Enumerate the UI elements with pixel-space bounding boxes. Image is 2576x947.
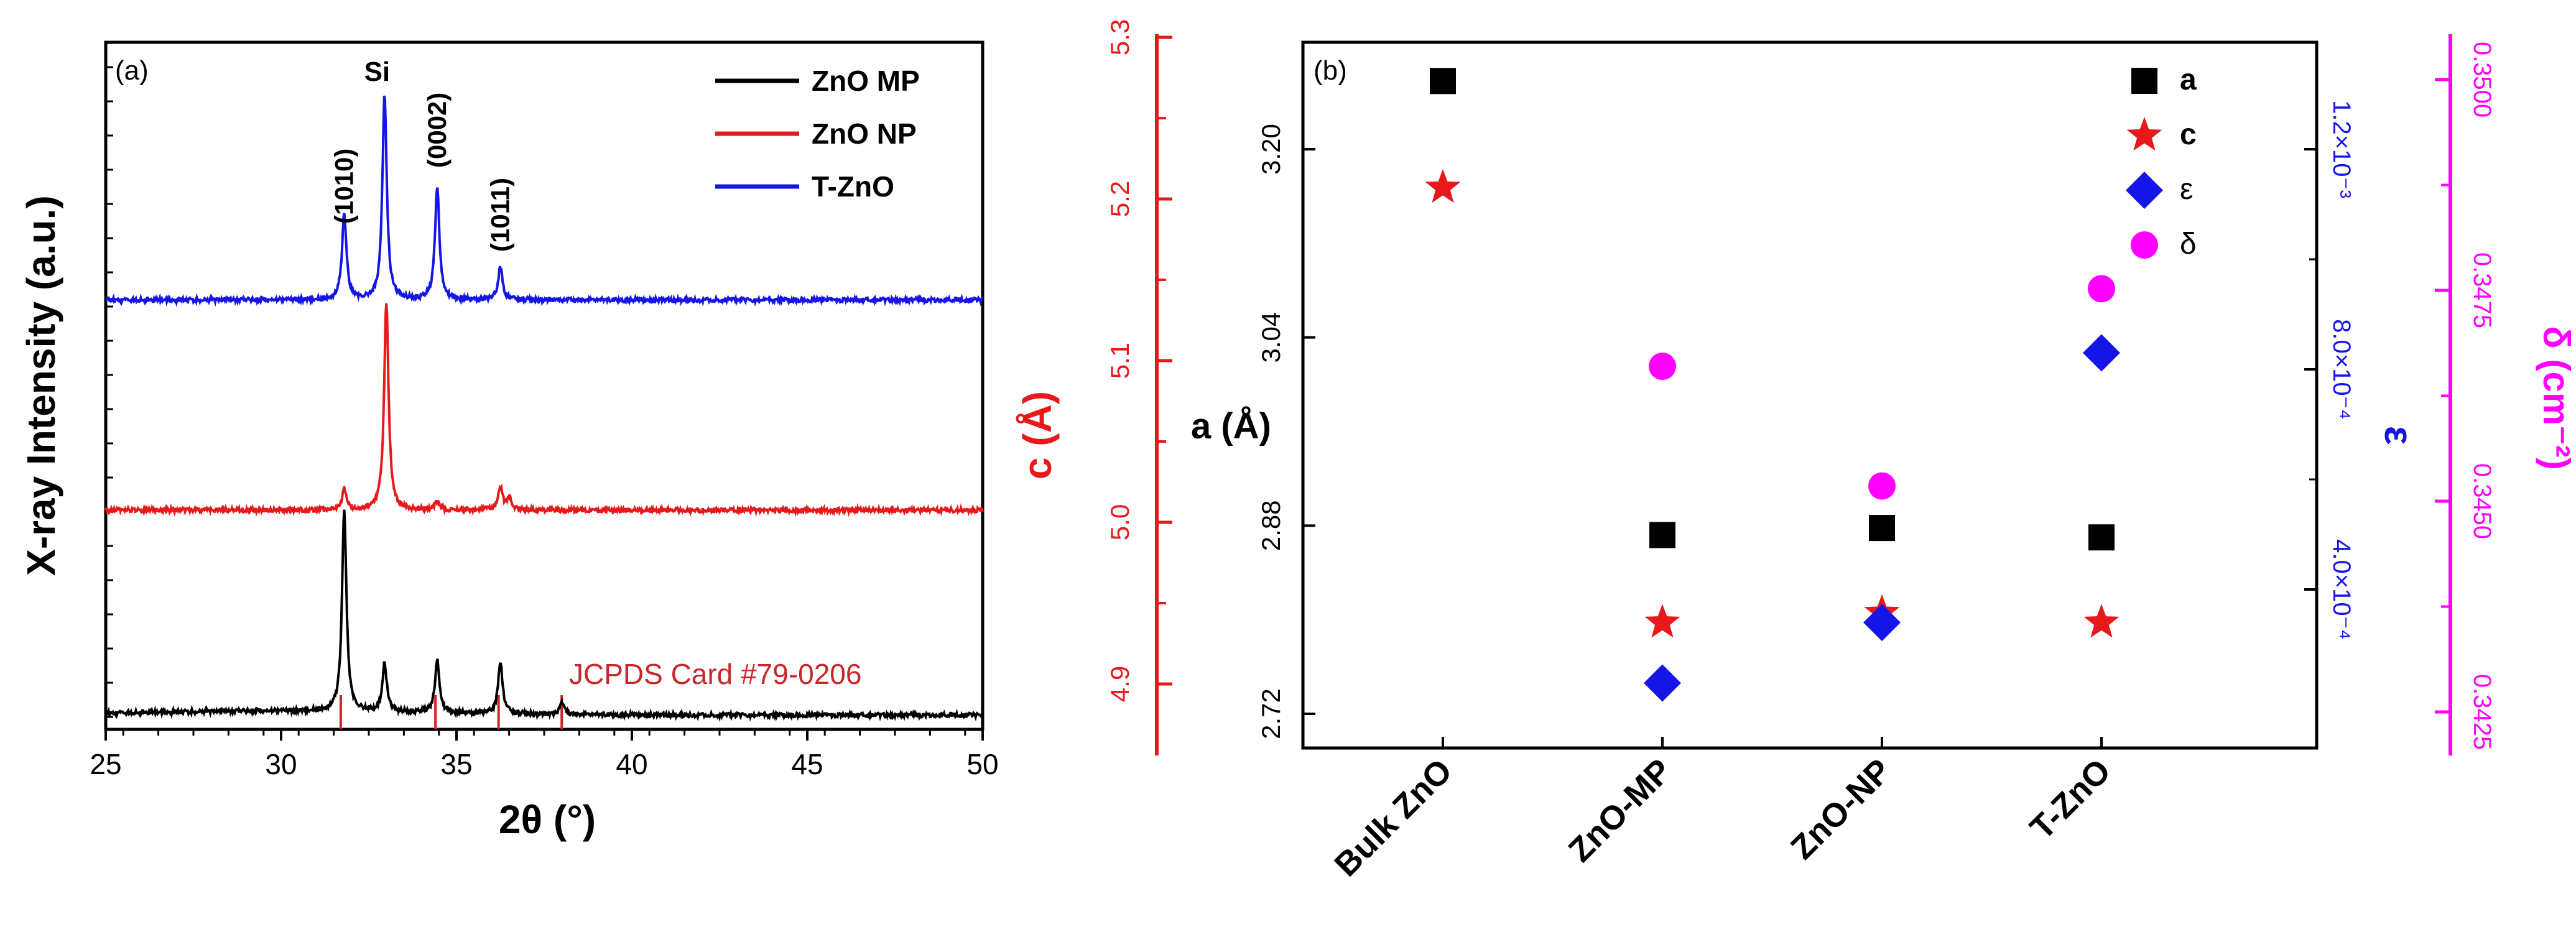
a-tick-label-2.88: 2.88: [1256, 500, 1286, 551]
c-axis: 4.9 5.0 5.1 5.2 5.3 c (Å): [1015, 19, 1172, 755]
peak-label-si: Si: [364, 57, 391, 87]
delta-axis-ticks: 0.3425 0.3450 0.3475 0.3500: [2435, 42, 2496, 750]
a-tick-label-2.72: 2.72: [1256, 688, 1286, 739]
delta-tick-label-0.3500: 0.3500: [2468, 42, 2496, 118]
peak-label-1010: (1010): [330, 149, 359, 224]
panel-a-y-axis-label: X-ray Intensity (a.u.): [19, 195, 63, 576]
a-axis-ticks: 2.72 2.88 3.04 3.20: [1256, 124, 1315, 739]
panel-b-frame: [1301, 40, 2319, 750]
delta-axis-label: δ (cm⁻²): [2536, 326, 2576, 469]
panel-a-legend: ZnO MP ZnO NP T-ZnO: [715, 65, 920, 203]
marker-circle-zno-np: [1868, 472, 1896, 500]
epsilon-tick-label-1: 8.0×10⁻⁴: [2328, 319, 2355, 420]
c-tick-label-5.0: 5.0: [1105, 504, 1134, 540]
panel-b-lattice: 4.9 5.0 5.1 5.2 5.3 c (Å) 2.72 2.88 3.04 3.20 4…: [1015, 19, 2576, 884]
legend-label-a: a: [2180, 63, 2197, 96]
panel-a-xrd: 25 30 35 40 45 50 (1010) Si (0002) (1011) (a) Zn…: [19, 40, 999, 842]
x-tick-label-40: 40: [616, 748, 647, 780]
panel-a-label: (a): [115, 55, 149, 86]
panel-a-x-ticks: 25 30 35 40 45 50: [90, 729, 999, 780]
delta-tick-label-0.3425: 0.3425: [2468, 674, 2496, 750]
x-tick-label-50: 50: [966, 748, 998, 780]
category-label-t-zno: T-ZnO: [2023, 752, 2118, 847]
c-tick-label-4.9: 4.9: [1105, 666, 1134, 702]
x-tick-label-35: 35: [440, 748, 472, 780]
legend-marker-square: [2131, 68, 2157, 94]
panel-a-peak-labels: (1010) Si (0002) (1011): [330, 57, 515, 252]
legend-marker-star: [2126, 117, 2162, 151]
marker-circle-zno-mp: [1649, 353, 1676, 381]
c-axis-label: c (Å): [1015, 391, 1060, 479]
marker-star-bulk-zno: [1425, 169, 1461, 203]
delta-tick-label-0.3475: 0.3475: [2468, 252, 2496, 328]
panel-a-series: [104, 95, 984, 723]
marker-square-zno-mp: [1649, 522, 1675, 548]
xrd-trace-t-zno: [105, 95, 984, 307]
xrd-trace-zno-np: [104, 303, 984, 517]
c-tick-label-5.1: 5.1: [1105, 343, 1134, 379]
marker-diamond-zno-mp: [1644, 664, 1681, 702]
epsilon-tick-label-2: 1.2×10⁻³: [2328, 100, 2355, 198]
legend-marker-circle: [2131, 231, 2158, 259]
panel-b-markers: [1425, 68, 2120, 702]
legend-label-delta: δ: [2180, 228, 2197, 261]
category-label-bulk-zno: Bulk ZnO: [1327, 752, 1459, 884]
marker-circle-t-zno: [2088, 275, 2115, 303]
x-tick-label-45: 45: [791, 748, 823, 780]
legend-label-c: c: [2180, 118, 2197, 151]
c-tick-label-5.2: 5.2: [1105, 181, 1134, 217]
panel-b-legend: a c ε δ: [2126, 63, 2197, 261]
c-axis-ticks: 4.9 5.0 5.1 5.2 5.3: [1105, 19, 1172, 702]
legend-marker-diamond: [2126, 172, 2163, 209]
panel-a-y-minor-ticks: [106, 66, 113, 718]
legend-label-zno-np: ZnO NP: [812, 118, 917, 150]
a-axis-label: a (Å): [1191, 406, 1271, 446]
peak-label-1011: (1011): [486, 178, 515, 252]
panel-a-x-axis-label: 2θ (°): [499, 797, 596, 842]
marker-diamond-zno-np: [1863, 604, 1901, 642]
marker-square-zno-np: [1869, 515, 1895, 542]
panel-b-x-ticks: Bulk ZnO ZnO-MP ZnO-NP T-ZnO: [1327, 737, 2118, 884]
marker-square-t-zno: [2088, 524, 2115, 551]
epsilon-axis-ticks: 4.0×10⁻⁴ 8.0×10⁻⁴ 1.2×10⁻³: [2304, 100, 2355, 640]
legend-label-zno-mp: ZnO MP: [812, 65, 920, 97]
peak-label-0002: (0002): [422, 93, 452, 168]
marker-square-bulk-zno: [1430, 68, 1456, 95]
a-tick-label-3.04: 3.04: [1256, 312, 1286, 363]
panel-b-legend-markers: [2126, 68, 2163, 259]
delta-axis: 0.3425 0.3450 0.3475 0.3500 δ (cm⁻²): [2435, 34, 2576, 755]
c-tick-label-5.3: 5.3: [1105, 19, 1134, 55]
marker-star-t-zno: [2083, 604, 2120, 638]
xrd-trace-zno-mp: [104, 509, 984, 723]
delta-tick-label-0.3450: 0.3450: [2468, 463, 2496, 539]
panel-b-label: (b): [1313, 55, 1347, 86]
x-tick-label-25: 25: [90, 748, 121, 780]
category-label-zno-np: ZnO-NP: [1784, 752, 1899, 867]
marker-star-zno-mp: [1644, 604, 1680, 638]
legend-label-epsilon: ε: [2180, 173, 2193, 206]
epsilon-axis-label: ε: [2376, 426, 2421, 445]
a-tick-label-3.20: 3.20: [1256, 124, 1286, 175]
category-label-zno-mp: ZnO-MP: [1562, 752, 1679, 869]
jcpds-annotation: JCPDS Card #79-0206: [569, 658, 861, 690]
marker-diamond-t-zno: [2083, 334, 2120, 372]
x-tick-label-30: 30: [265, 748, 297, 780]
epsilon-tick-label-0: 4.0×10⁻⁴: [2328, 539, 2355, 640]
legend-label-t-zno: T-ZnO: [812, 170, 894, 203]
